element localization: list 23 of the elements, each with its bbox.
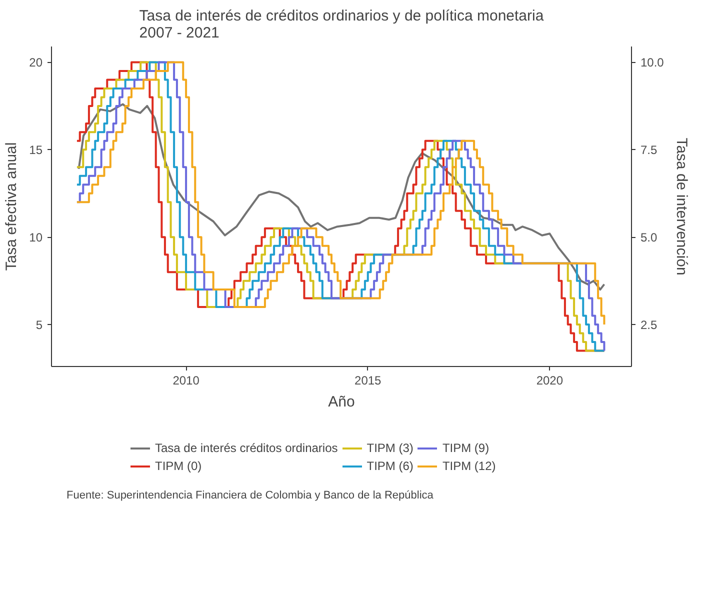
y2-tick-label: 10.0 [640, 56, 664, 70]
y2-tick-label: 7.5 [640, 143, 658, 158]
x-tick-label: 2015 [354, 374, 382, 388]
x-axis-title: Año [328, 394, 355, 410]
legend-label: TIPM (0) [155, 459, 202, 473]
y-tick-label: 5 [36, 318, 43, 332]
x-tick-label: 2010 [172, 374, 200, 388]
y-tick-label: 15 [29, 143, 43, 158]
legend-label: Tasa de interés créditos ordinarios [155, 441, 338, 455]
y2-axis-title: Tasa de intervención [672, 138, 690, 276]
y-tick-label: 20 [29, 56, 43, 70]
chart-title: Tasa de interés de créditos ordinarios y de política monetaria 2007 - 2021 [139, 8, 544, 42]
line-series [78, 103, 606, 291]
y-axis-title: Tasa efectiva anual [3, 142, 20, 271]
source-note: Fuente: Superintendencia Financiera de Colombia y Banco de la República [66, 490, 434, 502]
legend-label: TIPM (3) [366, 441, 414, 455]
legend-label: TIPM (12) [442, 459, 496, 473]
x-tick-label: 2020 [536, 374, 564, 388]
legend-label: TIPM (6) [366, 459, 414, 473]
y2-tick-label: 5.0 [640, 230, 658, 245]
y2-tick-label: 2.5 [640, 318, 658, 332]
legend-label: TIPM (9) [442, 441, 490, 455]
y-tick-label: 10 [29, 230, 43, 245]
